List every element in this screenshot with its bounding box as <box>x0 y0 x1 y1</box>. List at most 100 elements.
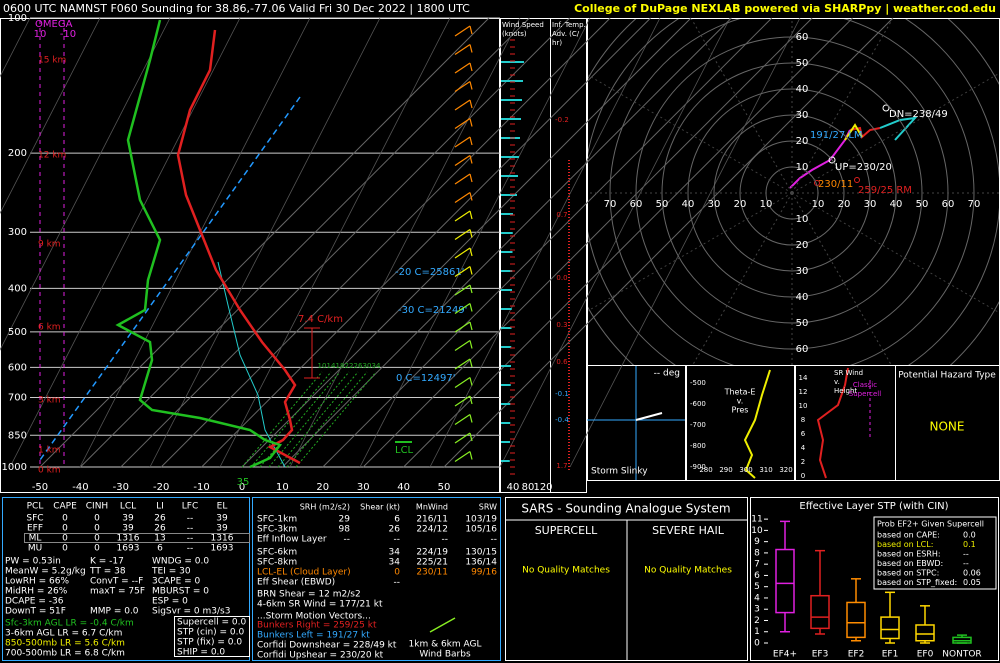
kin-cell: 130/15 <box>465 548 497 558</box>
thetae-x: 280 <box>699 466 712 474</box>
srwind-y: 14 <box>799 374 808 382</box>
hodo-spoke <box>791 72 999 194</box>
hodo-ring <box>713 114 871 272</box>
sars-title: SARS - Sounding Analogue System <box>521 502 730 516</box>
index: MBURST = 0 <box>152 587 209 597</box>
temp-label: -50 <box>32 482 48 493</box>
barb-staff <box>454 62 471 74</box>
hodo-x-label: 40 <box>890 199 903 210</box>
index: 3CAPE = 0 <box>152 577 201 587</box>
barb-flag <box>469 377 473 386</box>
barb-staff <box>454 303 471 314</box>
adv-label: 0.3 <box>556 321 567 329</box>
hodo-spoke <box>791 19 894 194</box>
mixing-label: 26 <box>354 362 363 370</box>
thetae-trace <box>743 369 771 479</box>
index: TEI = 30 <box>151 567 191 577</box>
kin-cell: 34 <box>389 548 401 558</box>
kin-label: Eff Inflow Layer <box>257 535 327 545</box>
barb-staff <box>454 210 471 222</box>
isotherm <box>403 17 853 468</box>
barb-flag <box>469 136 473 146</box>
hodo-x-label: 10 <box>812 199 825 210</box>
panel-title: hr) <box>552 39 562 47</box>
prob-value: -- <box>963 559 969 568</box>
hodo-x-label: 40 <box>682 199 695 210</box>
barb-staff <box>454 414 471 425</box>
kin-cell: 99/16 <box>471 568 497 578</box>
kin-cell: 103/19 <box>465 515 497 525</box>
srwind-title: v. <box>834 378 840 386</box>
kin-cell: -- <box>344 535 351 545</box>
barb-flag <box>469 395 473 405</box>
hodo-y-label: 20 <box>796 136 809 147</box>
stp-y-label: 7 <box>754 560 760 570</box>
panel-frames <box>0 18 1000 661</box>
height-label: 6 km <box>38 323 61 333</box>
parcel-cell: 0 <box>94 534 100 544</box>
barb-caption: 1km & 6km AGL <box>409 640 482 650</box>
srwind-y: 0 <box>801 472 805 480</box>
kin-label: SFC-6km <box>257 548 297 558</box>
adv-label: 0.6 <box>556 358 568 366</box>
barb-flag <box>469 155 473 164</box>
stp-category: EF0 <box>917 650 934 660</box>
parcel-header: CINH <box>86 502 108 512</box>
stp-category: NONTOR <box>942 650 981 660</box>
height-label: 3 km <box>38 396 61 406</box>
parcel-header: EL <box>217 502 228 512</box>
kin-cell: 216/11 <box>416 515 448 525</box>
credit: College of DuPage NEXLAB powered via SHA… <box>574 2 996 15</box>
adv-label: -0.2 <box>555 116 569 124</box>
barb-flag <box>469 432 473 442</box>
hodo-x-label: 20 <box>838 199 851 210</box>
skewt-lines <box>0 17 894 468</box>
lapse-label: 7.4 C/km <box>298 314 343 325</box>
wetbulb-trace <box>217 261 286 468</box>
prob-label: based on STP_fixed: <box>877 578 957 587</box>
hodo-x-label: 50 <box>656 199 669 210</box>
kin-cell: -- <box>491 535 498 545</box>
parcel-cell: -- <box>187 534 194 544</box>
kin-cell: -- <box>394 535 401 545</box>
omega-tick: -10 <box>60 29 76 40</box>
stp-y-label: 2 <box>754 616 760 626</box>
hodo-x-label: 70 <box>604 199 617 210</box>
speed-tick: 80 <box>522 482 535 493</box>
index: MeanW = 5.2g/kg <box>5 567 86 577</box>
barb-flag <box>469 266 473 275</box>
kin-label: SFC-8km <box>257 558 297 568</box>
dry-adiabat <box>569 17 801 468</box>
thetae-y: -700 <box>690 421 706 429</box>
barb-staff <box>454 192 471 203</box>
hodo-x-label: 70 <box>968 199 981 210</box>
mixing-label: 30 <box>363 362 372 370</box>
barb-flag <box>469 44 473 53</box>
hodo-y-label: 30 <box>796 266 809 277</box>
prob-label: based on STPC: <box>877 569 939 578</box>
index: SigSvr = 0 m3/s3 <box>152 607 230 617</box>
composite: STP (cin) = 0.0 <box>177 628 245 638</box>
storm-motion: Corfidi Downshear = 228/49 kt <box>257 641 397 651</box>
stp-y-label: 10 <box>751 526 763 536</box>
panel-title: Adv. (C/ <box>552 30 580 38</box>
omega-tick: 10 <box>34 29 47 40</box>
hodo-y-label: 30 <box>796 110 809 121</box>
pressure-label: 1000 <box>2 462 27 473</box>
temp-label: -40 <box>72 482 88 493</box>
parcel-cell: -- <box>187 514 194 524</box>
mixing-label: 14 <box>327 362 336 370</box>
box <box>846 601 866 639</box>
hodo-y-label: 10 <box>796 162 809 173</box>
dry-adiabat <box>9 17 241 468</box>
parcel-cell: EFF <box>27 524 43 534</box>
adv-label: 0.0 <box>556 274 567 282</box>
parcel-cell: 0 <box>62 534 68 544</box>
thetae-x: 300 <box>739 466 752 474</box>
lapse-rate: Sfc-3km AGL LR = -0.4 C/km <box>5 619 134 629</box>
hazard-title: Potential Hazard Type <box>898 371 996 381</box>
kin-cell: 136/14 <box>465 558 497 568</box>
thetae-x: 290 <box>719 466 732 474</box>
isotherm <box>120 17 571 468</box>
prob-value: 0.06 <box>963 569 981 578</box>
